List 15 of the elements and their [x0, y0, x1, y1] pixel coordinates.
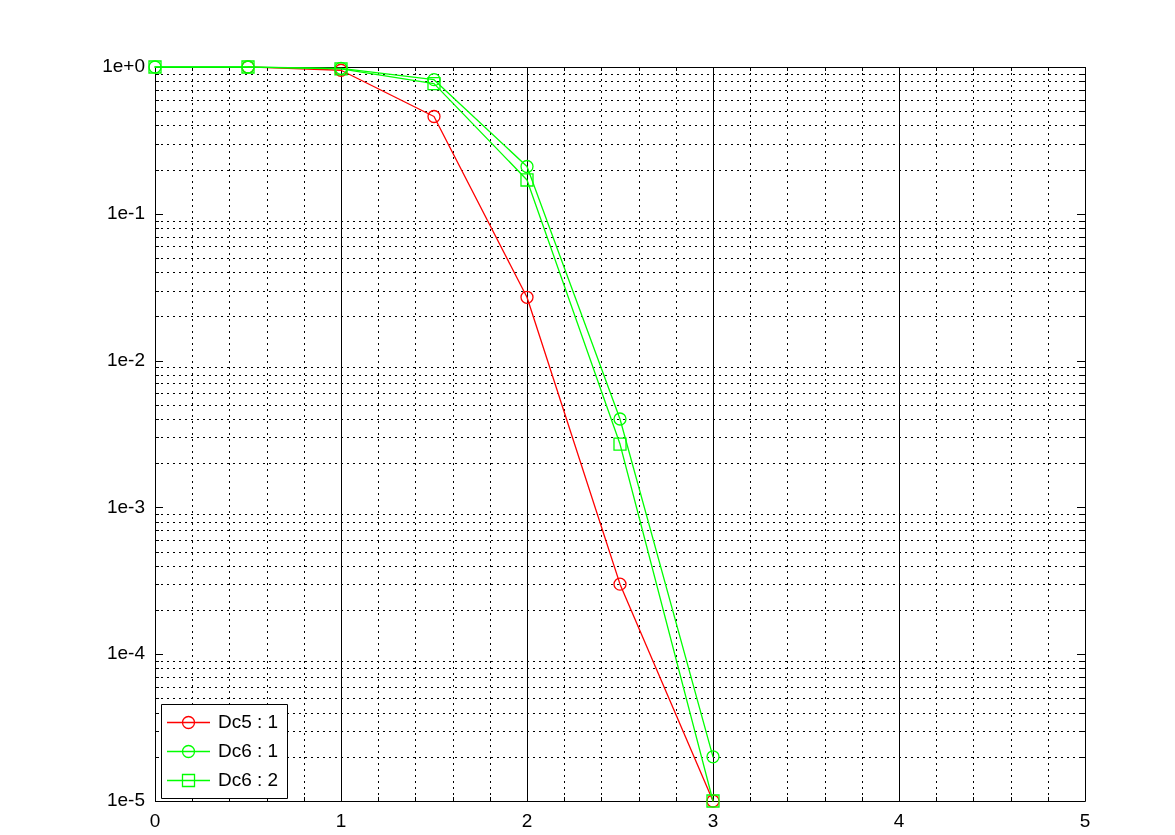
legend-label: Dc6 : 1	[218, 739, 279, 761]
legend-label: Dc6 : 2	[218, 768, 279, 790]
y-tick-label: 1e+0	[102, 55, 145, 77]
x-tick-label: 0	[149, 809, 161, 831]
y-tick-label: 1e-2	[106, 348, 145, 370]
x-tick-label: 5	[1079, 809, 1091, 831]
x-tick-label: 1	[335, 809, 347, 831]
y-tick-label: 1e-1	[106, 202, 145, 224]
x-tick-label: 2	[521, 809, 533, 831]
y-tick-label: 1e-4	[106, 642, 146, 664]
x-tick-label: 3	[707, 809, 719, 831]
x-tick-label: 4	[893, 809, 905, 831]
y-tick-label: 1e-3	[106, 495, 145, 517]
legend-label: Dc5 : 1	[218, 710, 279, 732]
y-tick-label: 1e-5	[106, 789, 145, 811]
